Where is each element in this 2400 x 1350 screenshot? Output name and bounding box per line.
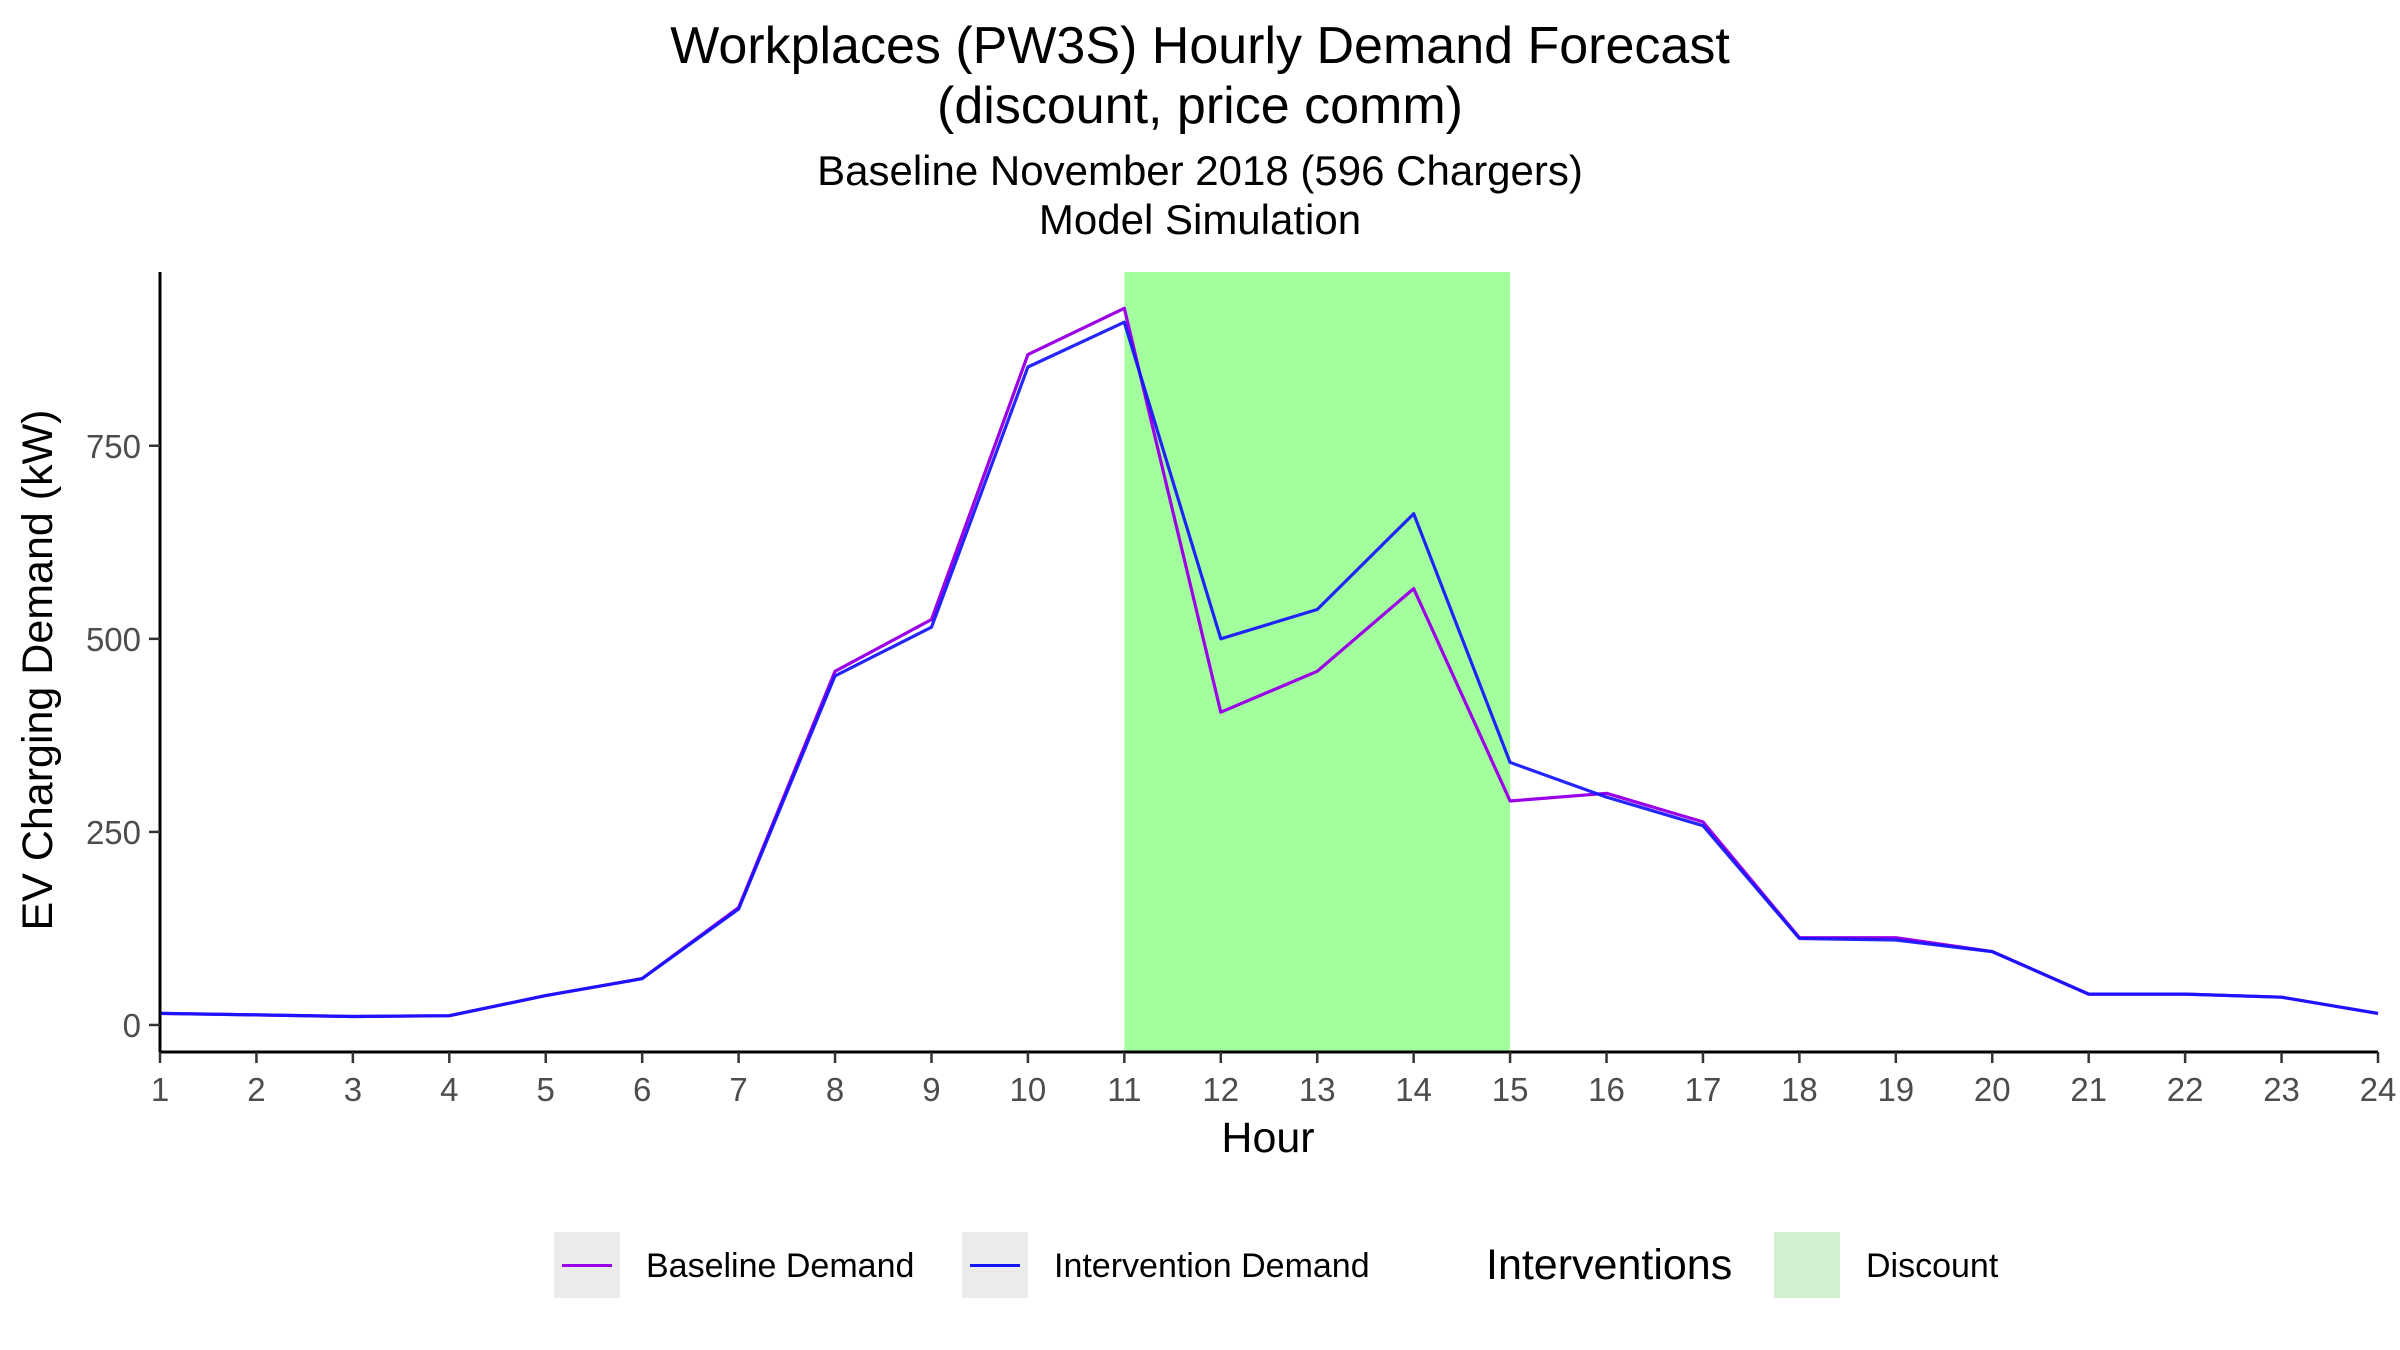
y-tick-label: 500 <box>86 621 141 658</box>
line-chart: 1 2 3 4 5 6 7 8 9 10 11 12 13 14 15 16 17 18 19 20 21 22 23 24 … <box>14 272 2397 1162</box>
y-tick-label: 750 <box>86 428 141 465</box>
x-tick-label: 17 <box>1685 1071 1722 1108</box>
series-lines <box>159 306 2379 1019</box>
legend-key-discount <box>1774 1232 1840 1298</box>
x-tick-label: 22 <box>2167 1071 2204 1108</box>
x-axis-label: Hour <box>1221 1114 1314 1162</box>
shaded-regions <box>1124 272 1511 1052</box>
y-tick-label: 0 <box>123 1007 141 1044</box>
x-tick-label: 23 <box>2263 1071 2300 1108</box>
series-line-intervention-demand <box>159 320 2379 1019</box>
legend-key-intervention <box>962 1232 1028 1298</box>
x-tick-label: 8 <box>826 1071 844 1108</box>
x-tick-label: 6 <box>633 1071 651 1108</box>
x-tick-label: 18 <box>1781 1071 1818 1108</box>
x-tick-label: 3 <box>344 1071 362 1108</box>
legend-label-discount: Discount <box>1866 1247 1999 1285</box>
x-tick-label: 9 <box>922 1071 940 1108</box>
legend-key-baseline <box>554 1232 620 1298</box>
x-tick-label: 16 <box>1588 1071 1625 1108</box>
axes <box>158 272 2378 1054</box>
y-axis-ticks: 0 250 500 750 <box>86 428 160 1044</box>
x-tick-label: 21 <box>2070 1071 2107 1108</box>
x-tick-label: 14 <box>1395 1071 1432 1108</box>
x-tick-label: 19 <box>1877 1071 1914 1108</box>
legend-line-intervention <box>970 1264 1020 1267</box>
x-tick-label: 5 <box>537 1071 555 1108</box>
chart-title-line-1: Workplaces (PW3S) Hourly Demand Forecast <box>670 17 1730 75</box>
y-axis-label: EV Charging Demand (kW) <box>14 410 62 931</box>
legend: Baseline Demand Intervention Demand Inte… <box>0 1232 2400 1312</box>
legend-label-baseline: Baseline Demand <box>646 1247 915 1285</box>
legend-title-interventions: Interventions <box>1486 1241 1733 1289</box>
x-tick-label: 1 <box>151 1071 169 1108</box>
x-tick-label: 15 <box>1492 1071 1529 1108</box>
x-axis-ticks: 1 2 3 4 5 6 7 8 9 10 11 12 13 14 15 16 17 18 19 20 21 22 23 24 <box>151 1052 2397 1108</box>
shaded-region-discount <box>1124 272 1511 1052</box>
x-tick-label: 2 <box>247 1071 265 1108</box>
legend-label-intervention: Intervention Demand <box>1054 1247 1370 1285</box>
legend-line-baseline <box>562 1264 612 1267</box>
x-tick-label: 11 <box>1107 1071 1141 1108</box>
x-tick-label: 24 <box>2360 1071 2397 1108</box>
x-tick-label: 13 <box>1299 1071 1336 1108</box>
chart-title-line-2: (discount, price comm) <box>937 77 1463 135</box>
x-tick-label: 4 <box>440 1071 458 1108</box>
x-tick-label: 20 <box>1974 1071 2011 1108</box>
x-tick-label: 10 <box>1010 1071 1047 1108</box>
y-tick-label: 250 <box>86 814 141 851</box>
x-tick-label: 7 <box>729 1071 747 1108</box>
chart-subtitle-line-2: Model Simulation <box>1038 196 1362 243</box>
chart-subtitle-line-1: Baseline November 2018 (596 Chargers) <box>817 147 1583 194</box>
x-tick-label: 12 <box>1202 1071 1239 1108</box>
